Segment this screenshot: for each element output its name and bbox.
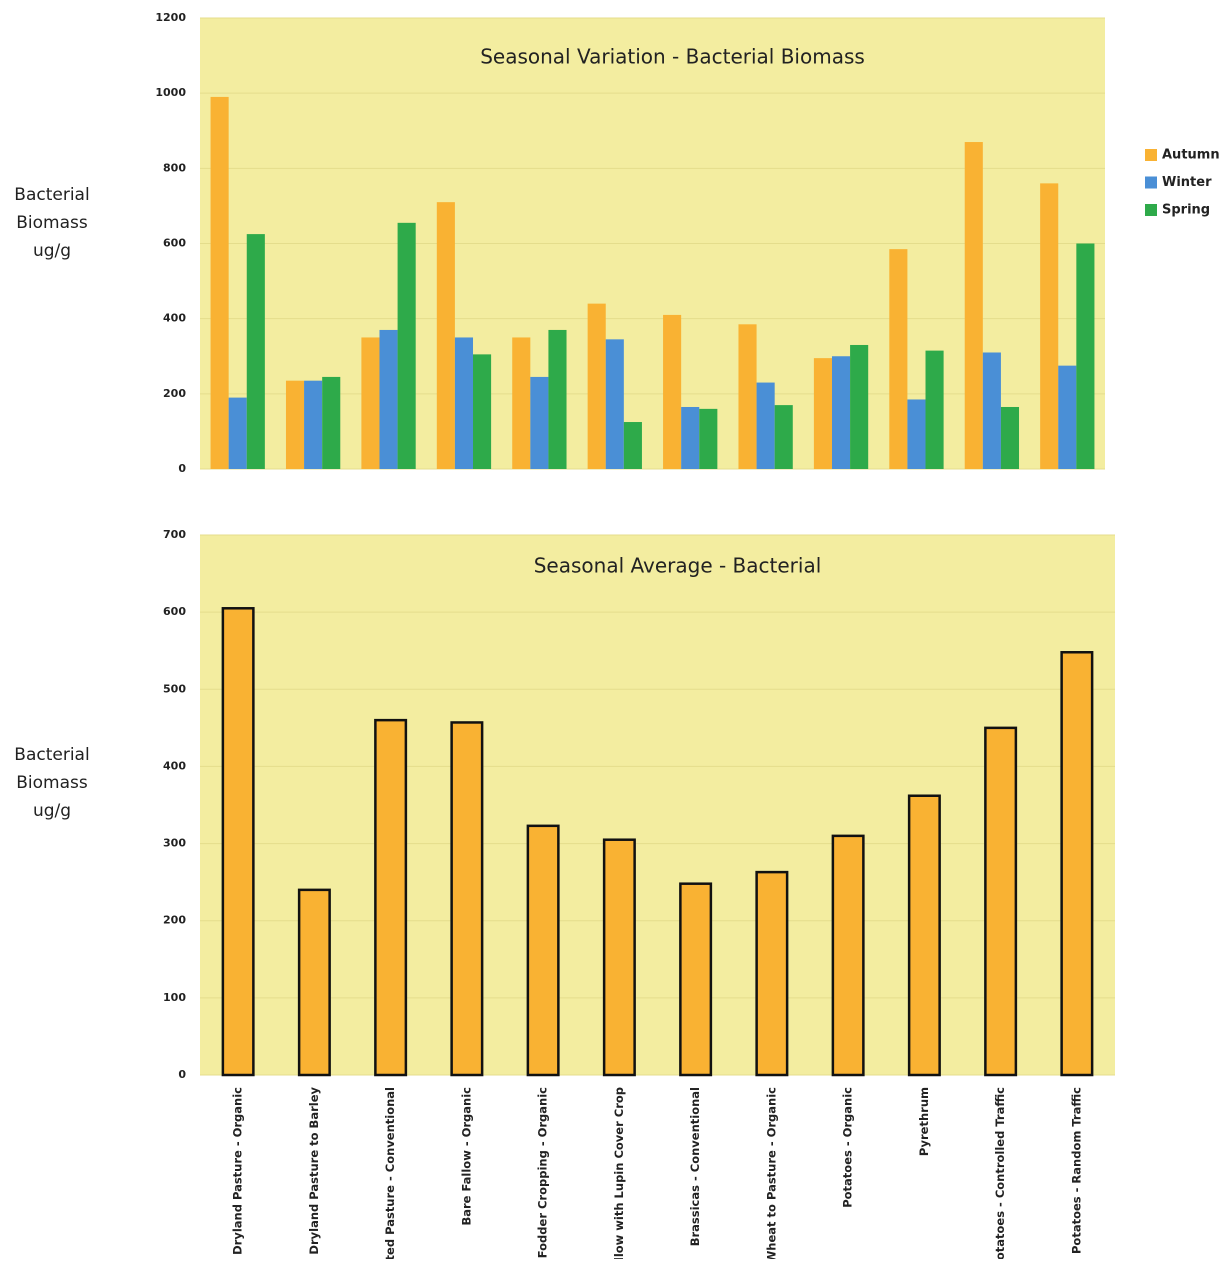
legend-swatch — [1145, 176, 1157, 189]
bar — [605, 339, 624, 469]
bar — [436, 202, 455, 470]
bar — [526, 824, 560, 1077]
chart-title: Seasonal Average - Bacterial — [534, 554, 822, 578]
bar — [755, 870, 789, 1077]
y-tick-label: 1200 — [155, 11, 186, 24]
y-tick-label: 500 — [163, 682, 186, 695]
bar — [285, 380, 305, 469]
y-tick-label: 600 — [163, 237, 186, 250]
bar — [623, 422, 642, 469]
bar — [304, 380, 323, 469]
bar — [587, 303, 606, 469]
y-axis-label: Bacterial — [14, 745, 89, 765]
bar — [925, 350, 944, 469]
bar — [361, 337, 380, 469]
bar — [831, 834, 865, 1077]
legend-label: Autumn — [1162, 148, 1220, 163]
y-tick-label: 800 — [163, 161, 186, 174]
x-tick-label: Potatoes - Organic — [841, 1087, 855, 1208]
bar — [681, 406, 700, 469]
y-tick-label: 0 — [178, 462, 186, 475]
plot-area — [200, 535, 1115, 1075]
bar — [1076, 243, 1095, 469]
x-tick-label: Potatoes - Random Traffic — [1069, 1087, 1083, 1254]
y-tick-label: 200 — [163, 914, 186, 927]
legend-swatch — [1145, 204, 1157, 216]
x-tick-label: Irrigated Pasture - Conventional — [383, 1087, 397, 1259]
y-tick-label: 400 — [163, 759, 186, 772]
x-tick-label: Pyrethrum — [917, 1087, 931, 1156]
bar — [1058, 365, 1077, 469]
y-tick-label: 400 — [163, 312, 186, 325]
bar — [663, 314, 682, 469]
x-tick-label: Fodder Cropping - Organic — [536, 1087, 550, 1258]
bar — [473, 354, 492, 469]
bar — [322, 376, 341, 469]
bar — [774, 405, 793, 469]
y-axis-label: ug/g — [33, 241, 71, 261]
x-tick-label: Wheat to Pasture - Organic — [764, 1087, 778, 1259]
bar — [397, 222, 416, 469]
y-tick-label: 600 — [163, 605, 186, 618]
y-axis-label: Bacterial — [14, 185, 89, 205]
legend-swatch — [1145, 149, 1157, 161]
bar — [738, 324, 757, 469]
bar — [850, 344, 869, 469]
bar — [907, 794, 941, 1077]
bar — [984, 726, 1018, 1077]
legend-label: Winter — [1162, 175, 1212, 190]
y-tick-label: 300 — [163, 837, 186, 850]
x-tick-label: Fallow with Lupin Cover Crop — [612, 1087, 626, 1259]
bar — [548, 329, 567, 469]
x-tick-label: Potatoes - Controlled Traffic — [993, 1087, 1007, 1259]
bar — [831, 356, 851, 469]
bar — [379, 329, 398, 469]
x-tick-label: Dryland Pasture - Organic — [231, 1087, 245, 1255]
x-tick-label: Brassicas - Conventional — [688, 1087, 702, 1246]
bar — [907, 399, 926, 469]
bar — [699, 408, 718, 469]
y-tick-label: 100 — [163, 991, 186, 1004]
y-axis-label: Biomass — [16, 773, 88, 793]
bar — [982, 352, 1001, 469]
x-tick-label: Bare Fallow - Organic — [459, 1087, 473, 1226]
legend-label: Spring — [1162, 203, 1210, 218]
bar — [1060, 651, 1094, 1077]
bar — [512, 337, 531, 469]
y-tick-label: 0 — [178, 1068, 186, 1081]
y-tick-label: 200 — [163, 387, 186, 400]
bar — [889, 249, 908, 469]
bar — [813, 358, 832, 469]
bar — [246, 234, 265, 469]
bar — [454, 337, 474, 469]
chart-title: Seasonal Variation - Bacterial Biomass — [480, 45, 865, 69]
bar — [210, 96, 229, 470]
bar — [756, 382, 775, 469]
x-tick-label: Dryland Pasture to Barley — [307, 1087, 321, 1255]
bar — [964, 142, 983, 469]
bar — [297, 888, 331, 1077]
bar — [221, 607, 255, 1077]
bar — [679, 882, 713, 1077]
y-tick-label: 1000 — [155, 86, 186, 99]
y-tick-label: 700 — [163, 528, 186, 541]
y-axis-label: ug/g — [33, 801, 71, 821]
bar — [1040, 183, 1059, 469]
bar — [450, 721, 484, 1077]
bar — [530, 376, 549, 469]
y-axis-label: Biomass — [16, 213, 88, 233]
bar — [1000, 406, 1020, 469]
bar — [374, 718, 408, 1077]
bar — [602, 838, 636, 1077]
bar — [228, 397, 247, 469]
